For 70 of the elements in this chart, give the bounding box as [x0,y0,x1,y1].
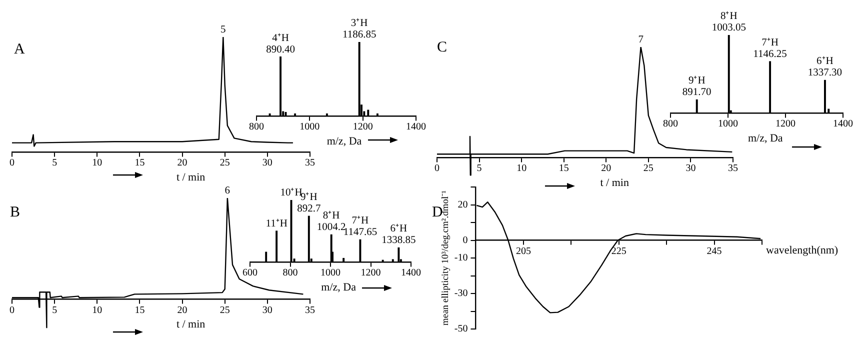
y-tick-label: -30 [454,288,468,300]
annotation: 8⁺H 1004.2 [316,210,346,234]
x-tick-label: 800 [282,268,298,279]
x-tick-label: 20 [177,304,188,316]
x-tick-label: 15 [134,304,145,316]
annotation: 8⁺H 1003.05 [712,11,746,34]
x-tick-label: 1200 [776,118,796,130]
x-axis-title: t / min [176,171,206,184]
y-axis-title: mean ellipticity 10³/deg.cm².dmol⁻¹ [441,190,452,326]
chart-title: B [10,204,20,220]
annotation: 3⁺H 1186.85 [342,18,376,40]
x-tick-label: 1000 [718,118,738,130]
x-axis-title: wavelength(nm) [766,244,838,257]
chart-title: A [14,41,25,58]
x-tick-label: 0 [10,304,14,316]
x-tick-label: 225 [611,246,626,257]
annotation: 6⁺H 1338.85 [382,224,416,246]
x-tick-label: 800 [663,118,678,130]
annotation: 5 [220,24,226,36]
x-tick-label: 25 [220,158,230,169]
annotation: 11⁺H [266,218,288,230]
x-tick-label: 1200 [360,268,381,279]
x-tick-label: 25 [220,304,230,316]
x-tick-label: 1400 [406,122,426,133]
chart-title: C [437,39,448,56]
x-tick-label: 30 [686,163,696,174]
x-axis-title: t / min [176,318,206,331]
annotation: 6 [224,186,230,196]
x-tick-label: 20 [601,163,612,174]
x-tick-label: 15 [134,158,145,169]
y-tick-label: 0 [462,234,468,246]
x-tick-label: 1000 [300,122,320,133]
annotation: 10⁺H [280,188,303,198]
x-tick-label: 1400 [401,268,421,279]
x-tick-label: 15 [558,163,569,174]
x-axis-title: m/z, Da [326,135,362,148]
x-tick-label: 35 [305,304,315,316]
x-tick-label: 10 [92,304,102,316]
x-tick-label: 35 [305,158,315,169]
x-tick-label: 35 [728,163,738,174]
x-tick-label: 25 [643,163,654,174]
x-tick-label: 1200 [352,122,373,133]
y-tick-label: -50 [454,324,468,335]
x-tick-label: 10 [516,163,527,174]
text: D [432,204,443,220]
y-tick-label: 20 [458,199,468,210]
x-tick-label: 0 [434,163,440,174]
x-tick-label: 5 [476,163,482,174]
x-tick-label: 20 [177,158,188,169]
x-axis-title: m/z, Da [321,281,356,294]
x-tick-label: 1400 [833,118,853,130]
annotation: 4⁺H 890.40 [266,32,295,56]
x-tick-label: 5 [52,304,58,316]
annotation: 7⁺H 1146.25 [753,38,787,60]
x-tick-label: 1000 [320,268,340,279]
x-axis-title: t / min [600,176,630,189]
x-tick-label: 30 [262,158,272,169]
x-tick-label: 245 [706,246,722,257]
x-tick-label: 800 [249,122,264,133]
x-tick-label: 5 [52,158,58,169]
x-axis-title: m/z, Da [748,132,783,144]
annotation: 6⁺H 1337.30 [808,56,842,79]
annotation: 9⁺H 891.70 [682,76,712,98]
y-tick-label: -10 [454,252,468,264]
x-tick-label: 600 [242,268,258,279]
x-tick-label: 30 [262,304,272,316]
x-tick-label: 0 [10,158,14,169]
x-tick-label: 205 [516,246,531,257]
annotation: 7 [638,34,644,46]
x-tick-label: 10 [92,158,102,169]
